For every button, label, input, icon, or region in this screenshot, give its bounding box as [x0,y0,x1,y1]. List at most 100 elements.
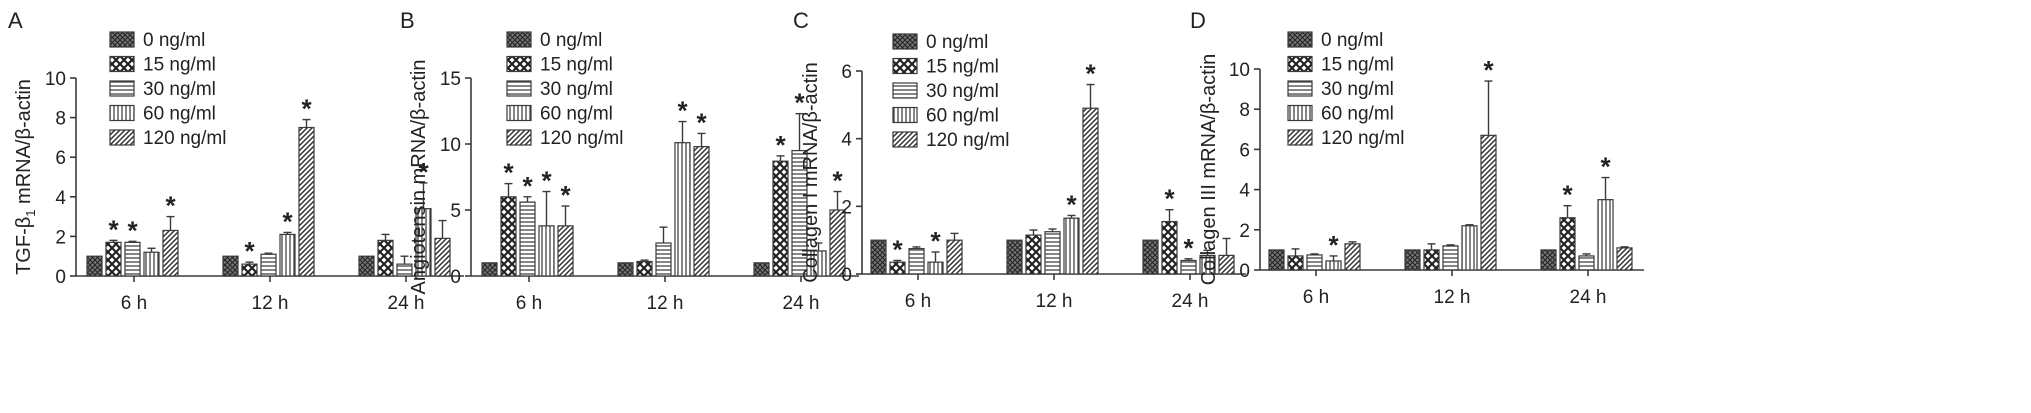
x-tick-label: 6 h [516,293,542,314]
bar [674,142,691,277]
legend-label: 120 ng/ml [926,130,1009,151]
bar [1218,254,1235,275]
x-tick-label: 12 h [252,293,289,314]
significance-marker: * [832,166,843,196]
y-tick-label: 8 [1239,100,1250,121]
legend-swatch [506,80,532,97]
bar [105,241,122,277]
legend-label: 120 ng/ml [143,128,226,149]
legend-label: 30 ng/ml [540,79,613,100]
y-tick-label: 0 [841,265,852,286]
y-tick-label: 6 [841,62,852,83]
legend-label: 60 ng/ml [926,106,999,127]
bar [1344,243,1361,271]
panel-label: D [1190,8,1206,33]
x-tick-label: 24 h [1570,287,1607,308]
legend-swatch [892,106,918,124]
significance-marker: * [1164,184,1175,214]
bar [693,146,710,277]
bar [1480,134,1497,271]
significance-marker: * [418,157,429,187]
panel-label: A [8,8,23,33]
y-axis-label: Collagen III mRNA/β-actin [1198,54,1220,286]
panel-D: D Collagen III mRNA/β-actin 0 2 4 6 8 10 6 h * 12 … [1190,8,1644,308]
x-tick-label: 12 h [1434,287,1471,308]
bar [753,262,770,277]
legend-swatch [1287,31,1313,48]
significance-marker: * [301,94,312,124]
legend-swatch [892,82,918,99]
bar [86,255,103,277]
x-tick-label: 12 h [647,293,684,314]
y-axis-label: TGF-β1 mRNA/β-actin [13,79,38,275]
y-tick-label: 10 [1229,60,1250,81]
bar [538,225,555,277]
panel-label: C [793,8,809,33]
significance-marker: * [541,166,552,196]
legend-swatch [892,57,918,75]
y-tick-label: 4 [1239,181,1250,202]
bar [279,233,296,277]
legend-label: 15 ng/ml [1321,55,1394,76]
bar [1142,239,1159,275]
y-tick-label: 2 [1239,221,1250,242]
y-tick-label: 2 [55,227,66,248]
legend-swatch [109,129,135,146]
y-tick-label: 10 [440,135,461,156]
panel-C: C Collagen I mRNA/β-actin 0 2 4 6 6 h * * 12 h * * 2… [793,8,1246,312]
bar [1325,260,1342,271]
bar [927,261,944,275]
legend-label: 15 ng/ml [926,57,999,78]
x-tick-label: 6 h [1303,287,1329,308]
legend-swatch [1287,104,1313,122]
bar [162,229,179,277]
y-tick-label: 0 [55,267,66,288]
y-tick-label: 15 [440,69,461,90]
legend-label: 30 ng/ml [143,79,216,100]
bar [870,239,887,275]
legend-swatch [506,104,532,122]
significance-marker: * [108,214,119,244]
significance-marker: * [930,226,941,256]
legend-label: 15 ng/ml [143,55,216,76]
legend-swatch [1287,55,1313,73]
significance-marker: * [1328,230,1339,260]
significance-marker: * [794,88,805,118]
bar [1578,255,1595,271]
y-tick-label: 0 [450,267,461,288]
panel-A: A TGF-β1 mRNA/β-actin 0 2 4 6 8 10 6 h * * * 12 h * * *… [8,8,464,314]
bar [1268,249,1285,271]
bar [1025,234,1042,275]
y-tick-label: 6 [55,148,66,169]
bar [1461,225,1478,271]
legend-label: 60 ng/ml [143,104,216,125]
significance-marker: * [696,107,707,137]
y-tick-label: 4 [841,130,852,151]
legend-label: 0 ng/ml [143,30,205,51]
bar [1044,231,1061,275]
significance-marker: * [1085,59,1096,89]
bar [143,251,160,277]
panel-B: B Angiotensin mRNA/β-actin 0 5 10 15 6 h * * * * 12… [400,8,859,314]
significance-marker: * [165,191,176,221]
significance-marker: * [1183,233,1194,263]
legend-swatch [892,131,918,148]
bar [260,253,277,277]
x-tick-label: 24 h [388,293,425,314]
significance-marker: * [1600,152,1611,182]
legend-swatch [1287,129,1313,146]
significance-marker: * [282,206,293,236]
legend-label: 120 ng/ml [1321,128,1404,149]
bar [636,260,653,277]
legend-swatch [109,80,135,97]
significance-marker: * [127,215,138,245]
bar [434,237,451,277]
bar [1006,239,1023,275]
significance-marker: * [522,171,533,201]
legend-label: 0 ng/ml [1321,30,1383,51]
significance-marker: * [892,234,903,264]
legend-label: 30 ng/ml [1321,79,1394,100]
bar [377,239,394,277]
y-tick-label: 4 [55,188,66,209]
y-axis-label: Collagen I mRNA/β-actin [800,62,822,282]
